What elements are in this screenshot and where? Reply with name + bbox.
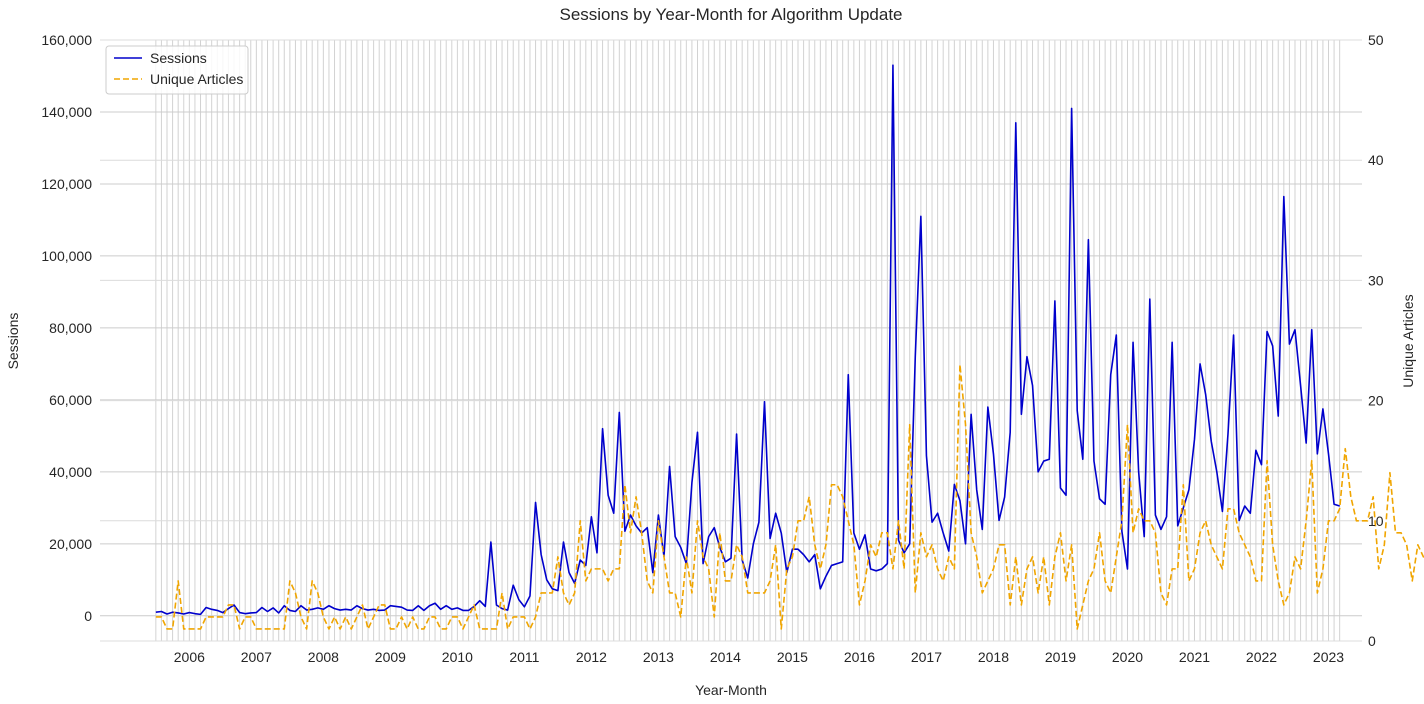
x-tick-label: 2014 <box>710 649 741 665</box>
x-tick-label: 2020 <box>1112 649 1143 665</box>
x-tick-label: 2021 <box>1179 649 1210 665</box>
legend-label-sessions: Sessions <box>150 50 207 66</box>
x-tick-label: 2016 <box>844 649 875 665</box>
y-tick-labels: 0 20,000 40,000 60,000 80,000 100,000 120,000 1… <box>41 32 92 624</box>
x-tick-label: 2008 <box>308 649 339 665</box>
y2-tick-label: 50 <box>1368 32 1384 48</box>
y-tick-label: 160,000 <box>41 32 92 48</box>
y2-axis-label: Unique Articles <box>1400 294 1416 387</box>
x-tick-label: 2019 <box>1045 649 1076 665</box>
y-tick-label: 120,000 <box>41 176 92 192</box>
x-tick-label: 2009 <box>375 649 406 665</box>
y-tick-label: 40,000 <box>49 464 92 480</box>
x-tick-label: 2023 <box>1313 649 1344 665</box>
y2-tick-label: 0 <box>1368 633 1376 649</box>
y-tick-label: 0 <box>84 608 92 624</box>
x-tick-label: 2010 <box>442 649 473 665</box>
x-tick-label: 2012 <box>576 649 607 665</box>
y-tick-label: 60,000 <box>49 392 92 408</box>
legend-label-unique-articles: Unique Articles <box>150 71 243 87</box>
x-tick-label: 2022 <box>1246 649 1277 665</box>
y-tick-label: 20,000 <box>49 536 92 552</box>
y2-tick-label: 20 <box>1368 393 1384 409</box>
x-tick-label: 2007 <box>241 649 272 665</box>
y2-tick-label: 10 <box>1368 513 1384 529</box>
chart-title: Sessions by Year-Month for Algorithm Upd… <box>559 5 902 24</box>
y-tick-label: 80,000 <box>49 320 92 336</box>
series-layer <box>155 64 1424 630</box>
series-line-unique-articles <box>155 363 1424 630</box>
y2-tick-labels: 0 10 20 30 40 50 <box>1368 32 1384 649</box>
y2-tick-label: 40 <box>1368 152 1384 168</box>
x-tick-label: 2017 <box>911 649 942 665</box>
x-tick-label: 2015 <box>777 649 808 665</box>
x-tick-label: 2011 <box>509 649 539 665</box>
x-tick-label: 2018 <box>978 649 1009 665</box>
x-tick-labels: 2006 2007 2008 2009 2010 2011 2012 2013 2014 2015… <box>174 649 1345 665</box>
x-axis-label: Year-Month <box>695 682 767 698</box>
y2-tick-label: 30 <box>1368 272 1384 288</box>
y-tick-label: 140,000 <box>41 104 92 120</box>
x-tick-label: 2006 <box>174 649 205 665</box>
legend: Sessions Unique Articles <box>105 45 249 95</box>
x-tick-label: 2013 <box>643 649 674 665</box>
y-axis-label: Sessions <box>5 313 21 370</box>
y-tick-label: 100,000 <box>41 248 92 264</box>
